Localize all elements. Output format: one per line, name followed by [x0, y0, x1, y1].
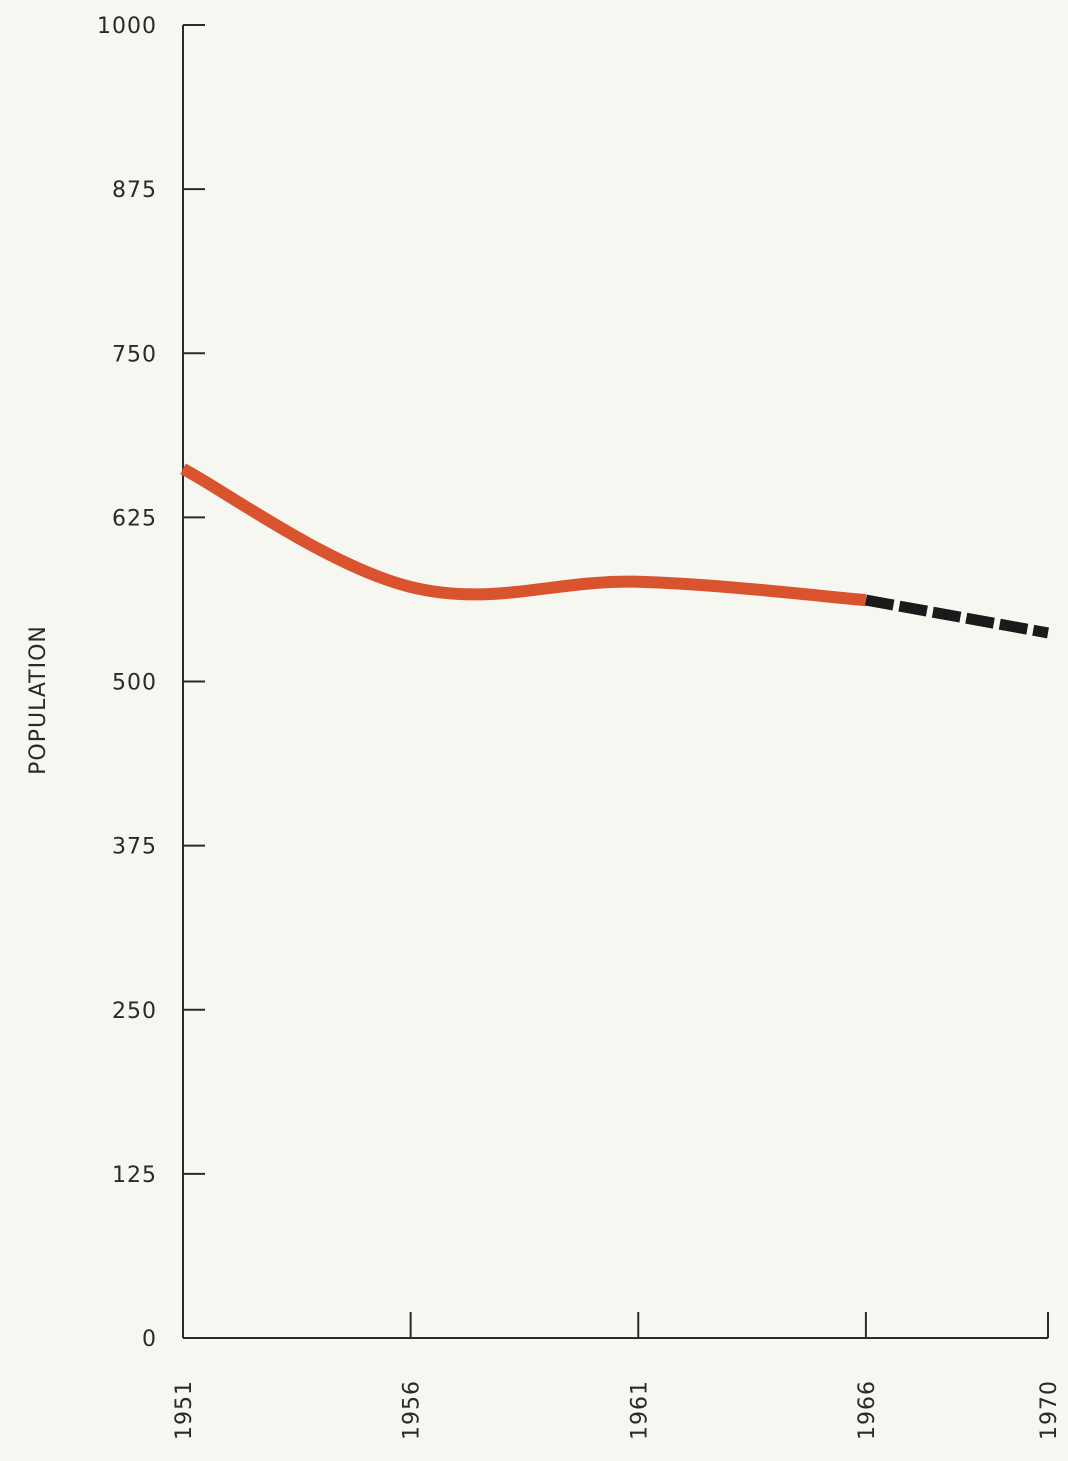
y-tick-label: 125: [112, 1163, 157, 1188]
y-tick-label: 250: [112, 999, 157, 1024]
y-tick-label: 500: [112, 671, 157, 696]
y-tick-label: 1000: [97, 14, 157, 39]
series-line-projected: [864, 594, 1049, 639]
x-tick-label: 1956: [400, 1380, 425, 1440]
y-tick-label: 0: [142, 1327, 157, 1352]
series-line-actual: [180, 463, 867, 607]
x-tick-label: 1951: [172, 1380, 197, 1440]
y-tick-label: 625: [112, 506, 157, 531]
x-tick-label: 1970: [1037, 1380, 1062, 1440]
series-lines: [180, 463, 1049, 639]
y-axis: 0 125 250 375 500 625 750 875 1000: [97, 14, 205, 1352]
y-tick-label: 750: [112, 342, 157, 367]
x-tick-label: 1961: [627, 1380, 652, 1440]
x-axis: 1951 1956 1961 1966 1970: [172, 1312, 1062, 1440]
x-tick-label: 1966: [855, 1380, 880, 1440]
y-tick-label: 375: [112, 835, 157, 860]
y-tick-label: 875: [112, 178, 157, 203]
y-axis-title: POPULATION: [26, 625, 51, 775]
